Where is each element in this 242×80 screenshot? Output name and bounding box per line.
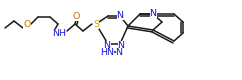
Text: N: N (104, 40, 111, 50)
Text: O: O (23, 20, 31, 28)
Text: HN: HN (100, 48, 114, 56)
Text: N: N (116, 10, 123, 20)
Text: O: O (72, 12, 80, 20)
Text: NH: NH (52, 28, 66, 38)
Text: N: N (115, 48, 122, 56)
Text: N: N (118, 40, 124, 50)
Text: S: S (93, 20, 99, 28)
Text: N: N (150, 8, 157, 18)
